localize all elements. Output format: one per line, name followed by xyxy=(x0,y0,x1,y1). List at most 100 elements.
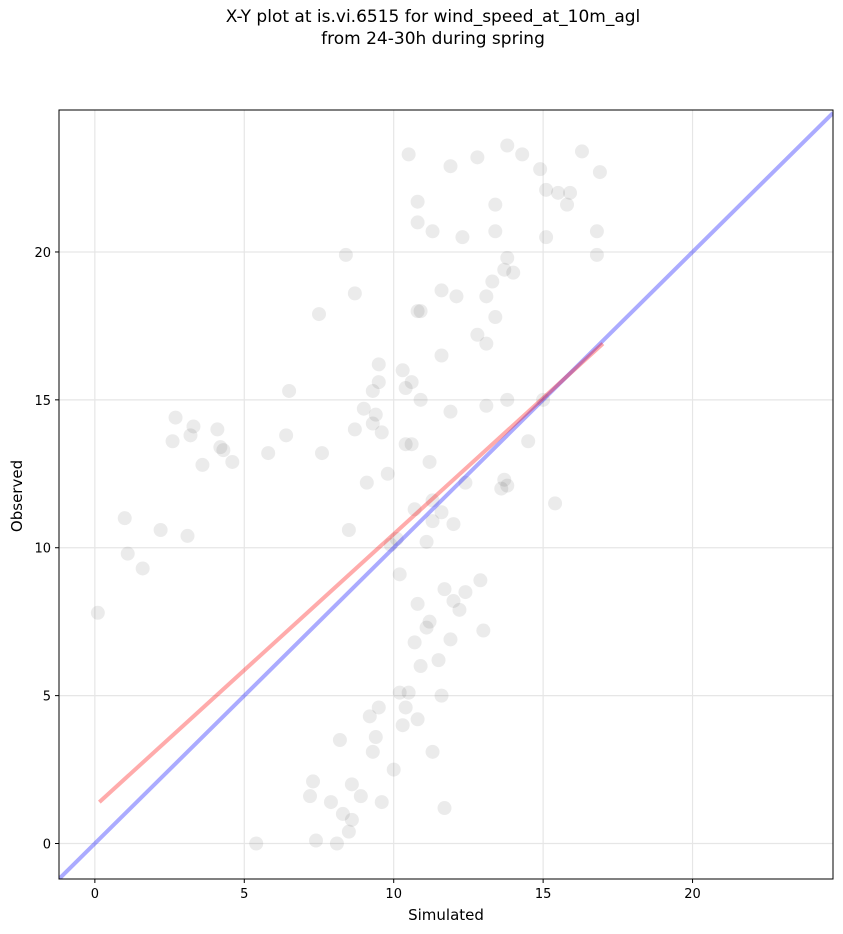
scatter-point xyxy=(548,496,563,511)
scatter-point xyxy=(521,434,536,449)
scatter-point xyxy=(434,348,449,363)
scatter-point xyxy=(153,522,168,537)
scatter-point xyxy=(589,224,604,239)
scatter-point xyxy=(404,375,419,390)
scatter-point xyxy=(389,531,404,546)
scatter-point xyxy=(347,422,362,437)
scatter-point xyxy=(90,605,105,620)
scatter-point xyxy=(374,425,389,440)
scatter-point xyxy=(371,357,386,372)
scatter-point xyxy=(413,659,428,674)
scatter-point xyxy=(261,446,276,461)
y-tick-label: 20 xyxy=(34,246,51,261)
identity-line xyxy=(59,111,833,879)
scatter-point xyxy=(311,307,326,322)
grid-lines xyxy=(59,110,833,879)
scatter-point xyxy=(458,585,473,600)
scatter-point xyxy=(314,446,329,461)
scatter-point xyxy=(422,614,437,629)
scatter-point xyxy=(449,289,464,304)
scatter-point xyxy=(341,824,356,839)
scatter-point xyxy=(309,833,324,848)
scatter-point xyxy=(392,685,407,700)
scatter-point xyxy=(488,224,503,239)
scatter-point xyxy=(500,138,515,153)
y-axis-label: Observed xyxy=(8,460,26,532)
scatter-point xyxy=(410,596,425,611)
scatter-point xyxy=(422,454,437,469)
reference-lines xyxy=(59,111,833,879)
scatter-point xyxy=(210,422,225,437)
scatter-point xyxy=(539,230,554,245)
scatter-point xyxy=(249,836,264,851)
scatter-point xyxy=(425,514,440,529)
scatter-point xyxy=(589,247,604,262)
scatter-point xyxy=(437,801,452,816)
scatter-point xyxy=(282,383,297,398)
scatter-point xyxy=(431,653,446,668)
x-tick-label: 20 xyxy=(684,887,701,902)
y-tick-label: 0 xyxy=(43,838,51,853)
scatter-point xyxy=(574,144,589,159)
scatter-point xyxy=(455,230,470,245)
scatter-point xyxy=(410,194,425,209)
scatter-point xyxy=(398,700,413,715)
scatter-point xyxy=(476,623,491,638)
scatter-point xyxy=(401,147,416,162)
scatter-point xyxy=(592,165,607,180)
scatter-point xyxy=(341,522,356,537)
scatter-point xyxy=(488,197,503,212)
scatter-point xyxy=(494,481,509,496)
scatter-point xyxy=(434,505,449,520)
scatter-point xyxy=(365,744,380,759)
scatter-point xyxy=(371,375,386,390)
plot-frame xyxy=(58,109,834,880)
scatter-point xyxy=(329,836,344,851)
scatter-point xyxy=(344,812,359,827)
scatter-point xyxy=(135,561,150,576)
scatter-point xyxy=(117,511,132,526)
scatter-point xyxy=(398,437,413,452)
scatter-point xyxy=(425,493,440,508)
scatter-point xyxy=(365,383,380,398)
scatter-point xyxy=(419,620,434,635)
scatter-point xyxy=(506,265,521,280)
scatter-point xyxy=(443,632,458,647)
scatter-point xyxy=(383,537,398,552)
scatter-point xyxy=(303,789,318,804)
scatter-point xyxy=(323,795,338,810)
scatter-point xyxy=(479,398,494,413)
scatter-point xyxy=(533,162,548,177)
x-axis-label: Simulated xyxy=(408,906,484,924)
scatter-point xyxy=(359,475,374,490)
scatter-point xyxy=(371,700,386,715)
scatter-point xyxy=(347,286,362,301)
scatter-point xyxy=(413,304,428,319)
scatter-point xyxy=(225,454,240,469)
scatter-point xyxy=(395,363,410,378)
scatter-point xyxy=(362,709,377,724)
scatter-point xyxy=(539,182,554,197)
scatter-point xyxy=(404,437,419,452)
scatter-point xyxy=(419,534,434,549)
scatter-point xyxy=(446,517,461,532)
scatter-point xyxy=(410,215,425,230)
y-tick-label: 15 xyxy=(34,394,51,409)
chart-title: X-Y plot at is.vi.6515 for wind_speed_at… xyxy=(0,6,843,50)
scatter-point xyxy=(485,274,500,289)
scatter-point xyxy=(398,381,413,396)
scatter-point xyxy=(365,416,380,431)
scatter-point xyxy=(180,528,195,543)
scatter-point xyxy=(470,327,485,342)
scatter-point xyxy=(410,712,425,727)
scatter-point xyxy=(120,546,135,561)
scatter-point xyxy=(401,685,416,700)
scatter-point xyxy=(473,573,488,588)
scatter-point xyxy=(551,185,566,200)
x-tick-label: 5 xyxy=(240,887,248,902)
scatter-point xyxy=(488,310,503,325)
scatter-point xyxy=(392,567,407,582)
y-tick-label: 10 xyxy=(34,542,51,557)
scatter-point xyxy=(443,404,458,419)
scatter-point xyxy=(446,593,461,608)
